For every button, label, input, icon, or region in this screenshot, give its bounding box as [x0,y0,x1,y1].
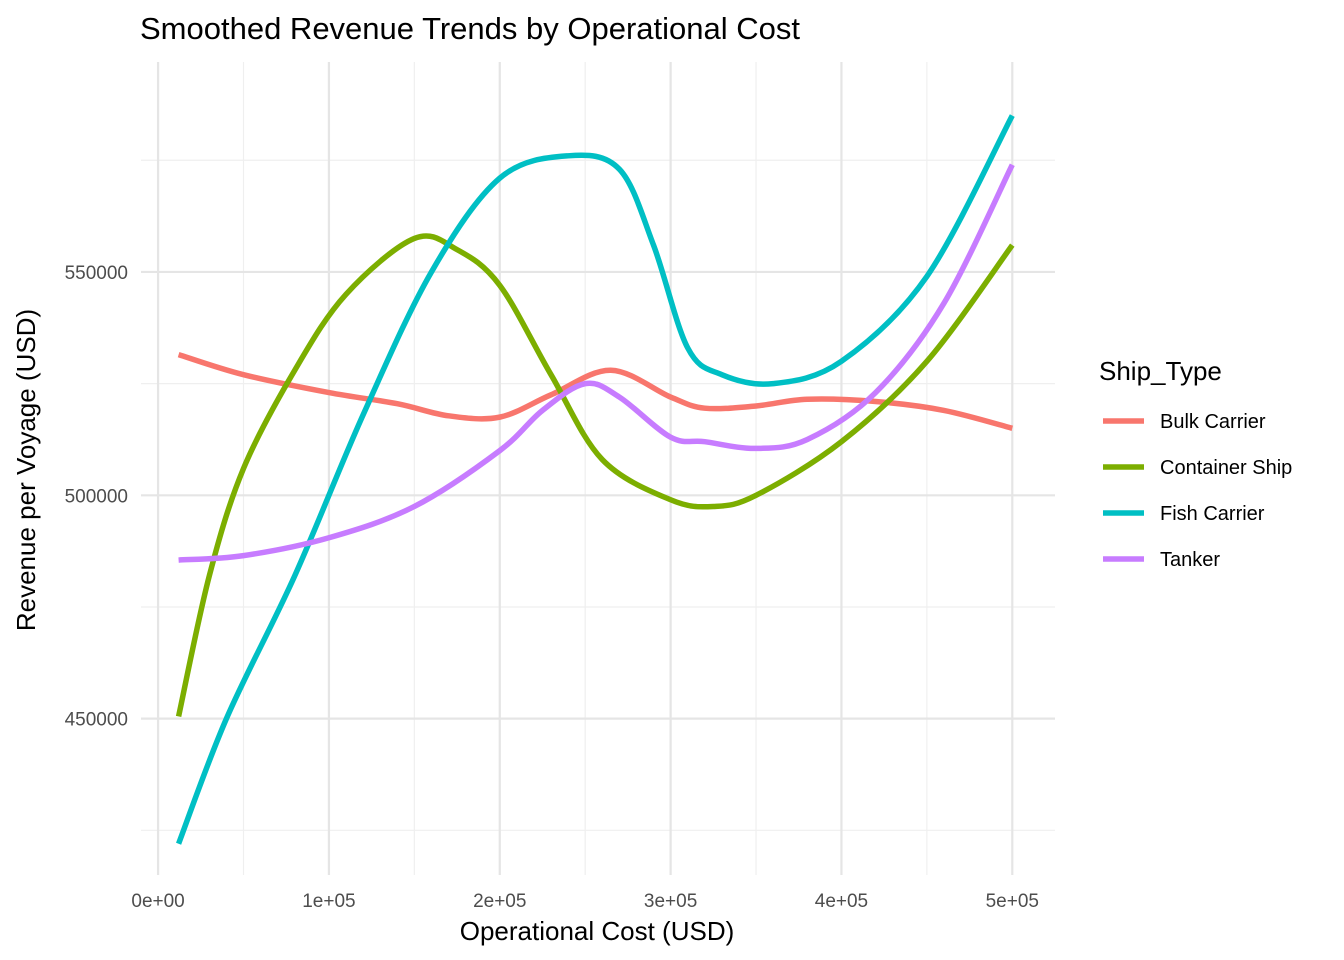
x-tick-label: 3e+05 [644,891,697,912]
series-line-bulk-carrier [177,351,1013,431]
x-tick-label: 5e+05 [986,891,1039,912]
series-line-tanker [178,163,1015,563]
y-tick-label: 450000 [65,710,128,731]
legend-label-fish-carrier: Fish Carrier [1160,503,1265,525]
chart-title: Smoothed Revenue Trends by Operational C… [140,11,800,46]
x-axis-title: Operational Cost (USD) [460,916,735,946]
x-tick-label: 0e+00 [131,891,184,912]
legend-items: Bulk Carrier Container Ship Fish Carrier Ta… [1103,411,1292,571]
legend-label-bulk-carrier: Bulk Carrier [1160,411,1266,433]
series-line-container-ship [175,233,1015,718]
legend-label-tanker: Tanker [1160,549,1220,571]
legend-label-container-ship: Container Ship [1160,457,1292,479]
y-tick-label: 500000 [65,486,128,507]
series-line-fish-carrier [176,114,1015,845]
legend-item-tanker: Tanker [1103,549,1220,571]
grid [141,62,1055,875]
x-axis-ticks: 0e+00 1e+05 2e+05 3e+05 4e+05 5e+05 [131,891,1039,912]
series-lines [175,114,1015,845]
legend-title: Ship_Type [1099,356,1222,386]
x-tick-label: 2e+05 [473,891,526,912]
x-tick-label: 1e+05 [302,891,355,912]
legend-item-bulk-carrier: Bulk Carrier [1103,411,1266,433]
y-axis-ticks: 450000 500000 550000 [65,263,128,731]
legend: Ship_Type Bulk Carrier Container Ship Fish… [1099,356,1292,571]
y-tick-label: 550000 [65,263,128,284]
x-tick-label: 4e+05 [815,891,868,912]
legend-item-container-ship: Container Ship [1103,457,1292,479]
legend-item-fish-carrier: Fish Carrier [1103,503,1265,525]
y-axis-title: Revenue per Voyage (USD) [11,309,41,631]
